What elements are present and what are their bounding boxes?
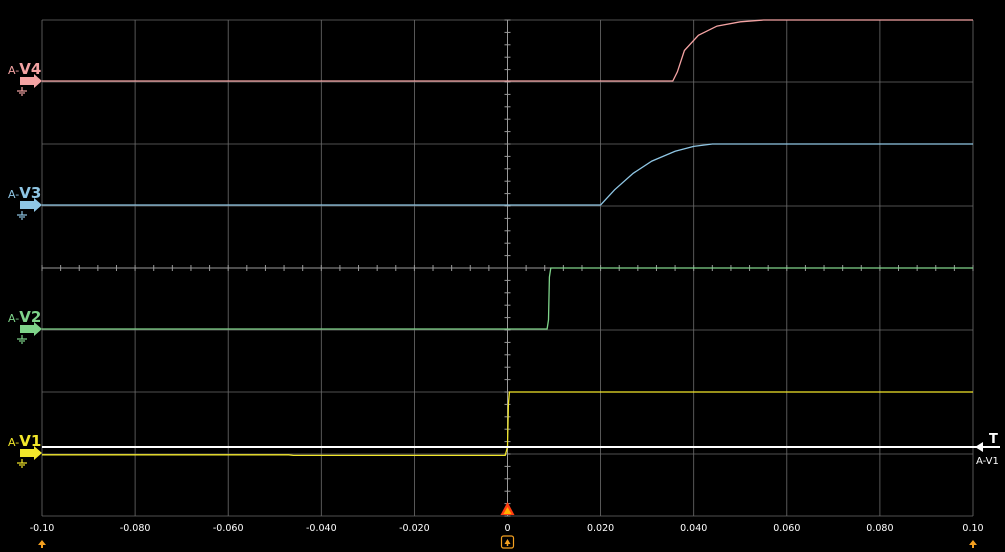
x-tick-label: -0.10 [30,523,55,534]
trigger-arrow-icon[interactable] [975,442,983,452]
x-tick-label: 0.060 [773,523,800,534]
x-tick-label: -0.040 [306,523,337,534]
ground-arrow-icon [20,74,42,88]
trace-v3 [42,143,973,206]
x-tick-label: -0.080 [120,523,151,534]
markers: T A-V1 [38,432,1000,549]
trace-v1 [42,391,973,457]
x-tick-label: -0.060 [213,523,244,534]
channel-labels: A-V4 A-V3 A-V2 A-V1 [8,60,42,468]
right-cursor-icon[interactable] [969,540,977,545]
traces [42,19,973,457]
trigger-time-marker-icon [503,507,512,514]
x-tick-label: 0.040 [680,523,707,534]
trace-v2 [42,267,973,330]
trigger-label: T [989,432,998,447]
ground-marker-v4[interactable] [17,74,42,96]
channel-label-v3: A-V3 [8,184,41,202]
ground-arrow-icon [20,198,42,212]
left-cursor-icon[interactable] [38,540,46,545]
ground-arrow-icon [20,322,42,336]
ground-marker-v3[interactable] [17,198,42,220]
trace-v4 [42,19,973,82]
ground-marker-v2[interactable] [17,322,42,344]
trigger-source-label: A-V1 [976,456,999,467]
x-tick-label: 0.020 [587,523,614,534]
x-tick-label: 0 [504,523,510,534]
channel-label-v2: A-V2 [8,308,41,326]
x-axis: -0.10 -0.080 -0.060 -0.040 -0.020 0 0.020 0.040… [30,523,984,534]
x-tick-label: -0.020 [399,523,430,534]
zero-cursor-button[interactable] [500,535,515,549]
channel-label-v4: A-V4 [8,60,41,78]
channel-label-v1: A-V1 [8,432,41,450]
x-tick-label: 0.10 [962,523,983,534]
x-tick-label: 0.080 [866,523,893,534]
up-arrow-icon [504,539,511,544]
ground-marker-v1[interactable] [17,446,42,468]
ground-arrow-icon [20,446,42,460]
